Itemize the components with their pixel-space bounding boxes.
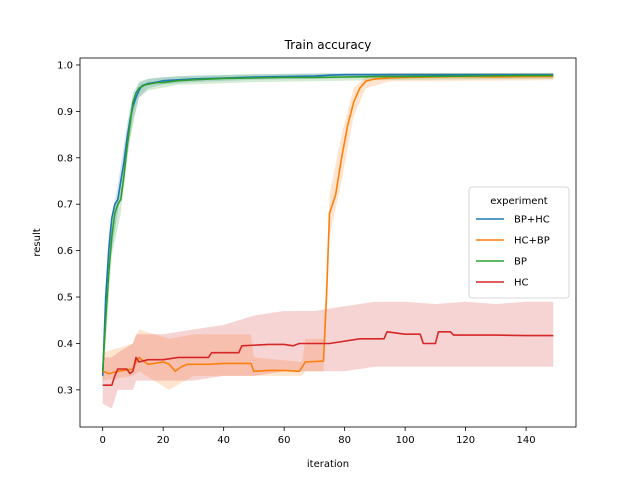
series-lines	[101, 73, 554, 387]
x-tick-label: 0	[99, 435, 105, 446]
band-hc	[102, 301, 554, 409]
y-tick-label: 0.9	[57, 107, 73, 118]
series-line-hc	[102, 330, 554, 387]
y-tick-label: 0.6	[57, 246, 73, 257]
series-line-bp	[101, 74, 554, 372]
legend-label-bp: BP	[514, 257, 527, 268]
x-tick-label: 120	[456, 435, 475, 446]
x-axis: 0 20 40 60 80 100 120 140	[99, 427, 536, 446]
series-line-hc-plus-bp	[102, 75, 554, 375]
x-tick-label: 20	[157, 435, 170, 446]
x-tick-label: 60	[278, 435, 291, 446]
legend-items: BP+HC HC+BP BP HC	[476, 215, 550, 289]
legend-label-bp-plus-hc: BP+HC	[514, 215, 550, 226]
x-tick-label: 140	[517, 435, 536, 446]
y-tick-label: 0.7	[57, 200, 73, 211]
legend-box	[468, 186, 570, 299]
y-tick-label: 0.3	[57, 385, 73, 396]
legend-label-hc-plus-bp: HC+BP	[514, 236, 550, 247]
y-tick-label: 1.0	[57, 60, 73, 71]
x-tick-label: 40	[217, 435, 230, 446]
x-tick-label: 100	[396, 435, 415, 446]
legend-label-hc: HC	[514, 278, 529, 289]
legend: experiment BP+HC HC+BP BP HC	[468, 186, 570, 299]
plot-frame	[79, 57, 577, 428]
y-tick-label: 0.4	[57, 339, 73, 350]
y-tick-label: 0.5	[57, 293, 73, 304]
y-axis: 0.3 0.4 0.5 0.6 0.7 0.8 0.9 1.0	[57, 60, 80, 396]
legend-title: experiment	[490, 196, 548, 207]
x-axis-title: iteration	[307, 459, 349, 470]
confidence-bands	[102, 72, 554, 409]
y-axis-title: result	[32, 228, 43, 256]
x-tick-label: 80	[338, 435, 351, 446]
chart-title: Train accuracy	[284, 38, 372, 52]
y-tick-label: 0.8	[57, 153, 73, 164]
band-hc-plus-bp	[102, 73, 554, 390]
